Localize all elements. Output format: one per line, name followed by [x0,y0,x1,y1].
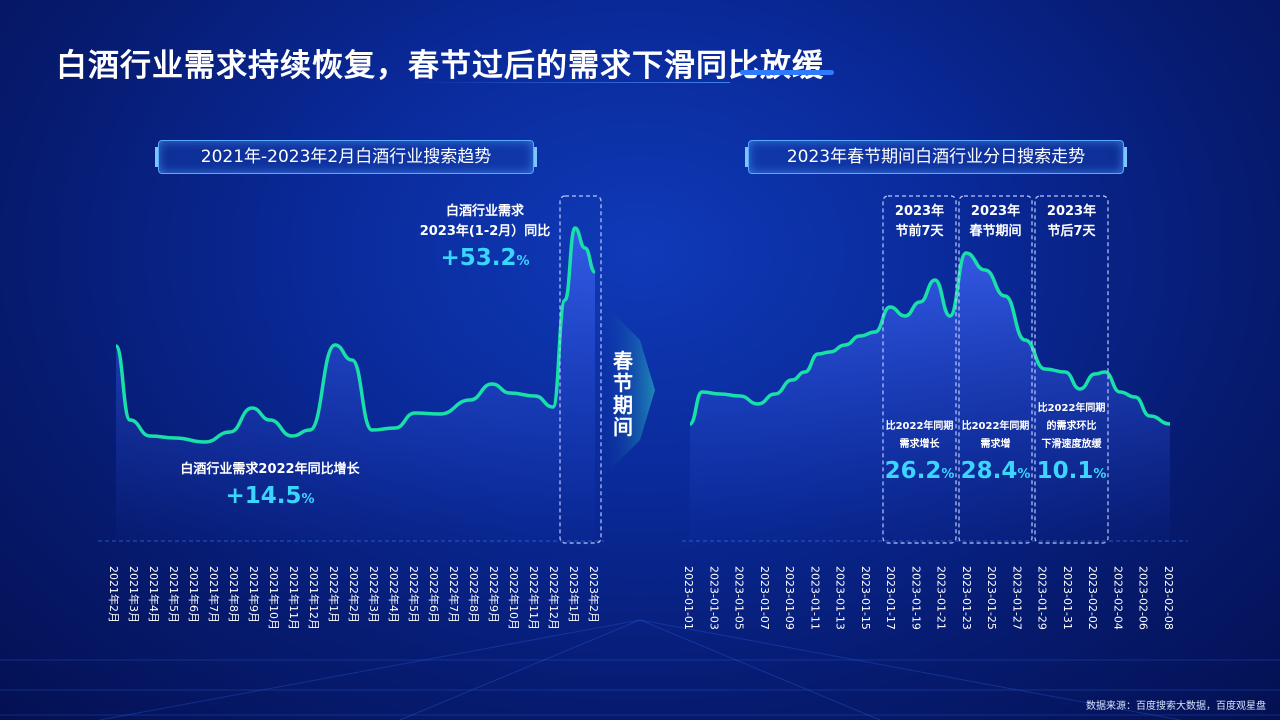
annotation-2022-value: +14.5% [225,483,315,509]
x-tick-label: 2023-02-02 [1086,566,1099,630]
left-x-labels: 2021年2月 2021年3月 2021年4月 2021年5月 2021年6月 2021年… [107,566,601,630]
x-tick-label: 2023-01-29 [1036,566,1049,630]
x-tick-label: 2021年4月 [147,566,161,623]
x-tick-label: 2022年9月 [487,566,501,623]
box-after-value: 10.1% [1036,458,1107,484]
box-after-festival [1034,195,1109,544]
separator-arrow [600,300,655,480]
x-tick-label: 2023-01-15 [859,566,872,630]
x-tick-label: 2021年9月 [247,566,261,623]
box-before-note: 比2022年同期 需求增长 26.2% [884,421,955,484]
x-tick-label: 2023-01-03 [707,566,720,630]
box-before-value: 26.2% [884,458,955,484]
title-underline [410,82,730,83]
left-highlight-box [559,195,602,544]
box-festival-note: 比2022年同期 需求增 28.4% [960,421,1031,484]
x-tick-label: 2021年3月 [127,566,141,623]
x-tick-label: 2023-02-04 [1111,566,1124,630]
box-before-head: 2023年 节前7天 [894,204,945,239]
left-chart: 2021年2月 2021年3月 2021年4月 2021年5月 2021年6月 2021年… [98,195,604,630]
right-x-labels: 2023-01-01 2023-01-03 2023-01-05 2023-01-07… [682,566,1175,630]
annotation-2023-label-1: 白酒行业需求 [445,204,524,219]
box-festival [958,195,1033,544]
x-tick-label: 2023-01-27 [1010,566,1023,630]
x-tick-label: 2022年11月 [527,566,541,630]
x-tick-label: 2021年2月 [107,566,121,623]
box-after-head: 2023年 节后7天 [1046,204,1097,239]
box-festival-value: 28.4% [960,458,1031,484]
x-tick-label: 2021年11月 [287,566,301,630]
x-tick-label: 2023-01-19 [909,566,922,630]
x-tick-label: 2022年12月 [547,566,561,630]
x-tick-label: 2023-01-09 [783,566,796,630]
floor-grid [0,619,1280,720]
right-chart: 2023-01-01 2023-01-03 2023-01-05 2023-01-07… [682,195,1188,630]
annotation-2022: 白酒行业需求2022年同比增长 +14.5% [160,460,380,510]
x-tick-label: 2023-01-17 [884,566,897,630]
x-tick-label: 2021年8月 [227,566,241,623]
x-tick-label: 2022年2月 [347,566,361,623]
x-tick-label: 2022年7月 [447,566,461,623]
x-tick-label: 2021年6月 [187,566,201,623]
x-tick-label: 2021年12月 [307,566,321,630]
x-tick-label: 2023-01-01 [682,566,695,630]
x-tick-label: 2022年6月 [427,566,441,623]
x-tick-label: 2022年3月 [367,566,381,623]
x-tick-label: 2023年1月 [567,566,581,623]
annotation-2023-label-2: 2023年(1-2月）同比 [419,224,551,239]
x-tick-label: 2023-01-13 [834,566,847,630]
x-tick-label: 2022年8月 [467,566,481,623]
x-tick-label: 2023-01-31 [1061,566,1074,630]
annotation-2023: 白酒行业需求 2023年(1-2月）同比 +53.2% [400,202,570,272]
x-tick-label: 2023-01-25 [985,566,998,630]
x-tick-label: 2023-02-06 [1137,566,1150,630]
x-tick-label: 2023-01-11 [808,566,821,630]
annotation-2023-value: +53.2% [440,245,530,271]
x-tick-label: 2023-02-08 [1162,566,1175,630]
x-tick-label: 2023-01-05 [733,566,746,630]
x-tick-label: 2022年4月 [387,566,401,623]
right-series-line [689,251,1171,426]
page-title: 白酒行业需求持续恢复，春节过后的需求下滑同比放缓 [56,48,824,84]
x-tick-label: 2023-01-21 [935,566,948,630]
box-festival-head: 2023年 春节期间 [969,204,1022,239]
x-tick-label: 2023-01-23 [960,566,973,630]
x-tick-label: 2022年10月 [507,566,521,630]
x-tick-label: 2022年5月 [407,566,421,623]
box-before-festival [882,195,957,544]
separator-label: 春节期间 [613,349,633,439]
title-accent-bar [740,70,834,75]
left-area [116,228,595,541]
annotation-2022-label: 白酒行业需求2022年同比增长 [180,462,360,477]
right-chart-title: 2023年春节期间白酒行业分日搜索走势 [745,140,1127,174]
x-tick-label: 2023-01-07 [758,566,771,630]
data-source: 数据来源：百度搜索大数据，百度观星盘 [1086,701,1266,712]
x-tick-label: 2021年7月 [207,566,221,623]
x-tick-label: 2021年5月 [167,566,181,623]
left-series-line [114,226,596,444]
x-tick-label: 2023年2月 [587,566,601,623]
x-tick-label: 2021年10月 [267,566,281,630]
left-chart-title: 2021年-2023年2月白酒行业搜索趋势 [155,140,537,174]
x-tick-label: 2022年1月 [327,566,341,623]
box-after-note: 比2022年同期 的需求环比 下滑速度放缓 10.1% [1036,403,1107,484]
right-area [690,253,1170,541]
